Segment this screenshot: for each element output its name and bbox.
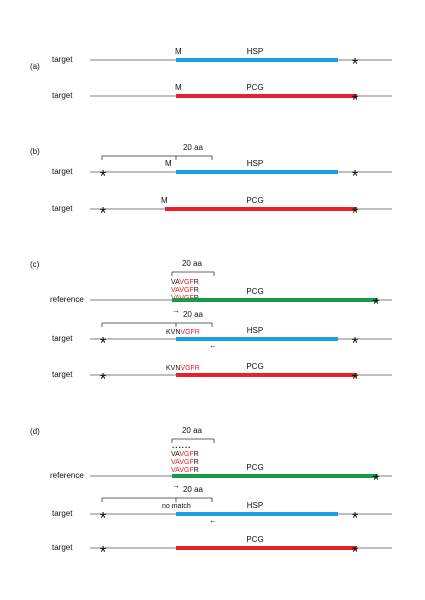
row-label: target [52, 370, 73, 379]
sequence-segment: VA [171, 451, 180, 458]
sequence-segment: VGF [179, 459, 193, 466]
sequence-segment: VA [171, 467, 180, 474]
panel-label: (c) [30, 260, 40, 269]
stop-codon: * [373, 470, 380, 489]
sequence-segment: KVN [166, 329, 180, 336]
gene-name: HSP [247, 326, 263, 335]
motif: KVNVGFR [166, 365, 200, 372]
sequence-segment: VGFR [180, 329, 199, 336]
reference-sequence: VAVGFR [171, 287, 199, 294]
sequence-segment: KVN [166, 365, 180, 372]
sequence-segment: VGF [179, 287, 193, 294]
reference-sequence: VAVGFR [171, 467, 199, 474]
panel-label: (a) [30, 62, 40, 71]
sequence-segment: R [194, 451, 199, 458]
row-label: target [52, 543, 73, 552]
sequence-segment: VA [171, 287, 180, 294]
reference-sequence: VAVGFR [171, 459, 199, 466]
row-label: target [52, 167, 73, 176]
arrow: ← [209, 516, 217, 525]
start-codon: M [161, 196, 168, 205]
sequence-segment: R [194, 459, 199, 466]
sequence-segment: VGF [179, 467, 193, 474]
row-label: target [52, 509, 73, 518]
stop-codon: * [352, 369, 359, 388]
panel-label: (b) [30, 147, 40, 156]
stop-codon: * [352, 166, 359, 185]
scale-label: 20 aa [183, 310, 204, 319]
reference-sequence: VAVGFR [171, 279, 199, 286]
scale-label: 20 aa [183, 143, 204, 152]
gene-name: PCG [246, 362, 263, 371]
arrow: → [172, 481, 180, 490]
sequence-segment: VGFR [180, 365, 199, 372]
row-label: target [52, 55, 73, 64]
stop-codon: * [352, 203, 359, 222]
gene-name: HSP [247, 159, 263, 168]
gene-name: PCG [246, 463, 263, 472]
row-label: reference [50, 471, 84, 480]
sequence-segment: R [194, 467, 199, 474]
sequence-segment: VGF [179, 451, 193, 458]
stop-codon: * [352, 90, 359, 109]
row-label: target [52, 334, 73, 343]
note: no match [162, 503, 191, 510]
upstream-stop: * [100, 542, 107, 561]
row-label: target [52, 204, 73, 213]
motif: KVNVGFR [166, 329, 200, 336]
sequence-segment: VA [171, 459, 180, 466]
gap-dots: ...... [172, 441, 191, 450]
upstream-stop: * [100, 508, 107, 527]
sequence-segment: VA [171, 279, 180, 286]
gene-name: PCG [246, 287, 263, 296]
start-codon: M [165, 159, 172, 168]
row-label: target [52, 91, 73, 100]
stop-codon: * [352, 542, 359, 561]
gene-name: PCG [246, 83, 263, 92]
upstream-stop: * [100, 203, 107, 222]
start-codon: M [175, 83, 182, 92]
stop-codon: * [352, 333, 359, 352]
scale-label: 20 aa [182, 426, 203, 435]
stop-codon: * [352, 508, 359, 527]
upstream-stop: * [100, 369, 107, 388]
panel-label: (d) [30, 427, 40, 436]
stop-codon: * [352, 54, 359, 73]
gene-name: PCG [246, 535, 263, 544]
gene-name: PCG [246, 196, 263, 205]
gene-name: HSP [247, 501, 263, 510]
scale-label: 20 aa [182, 259, 203, 268]
row-label: reference [50, 295, 84, 304]
sequence-segment: VGF [179, 279, 193, 286]
arrow: ← [209, 341, 217, 350]
arrow: → [172, 306, 180, 315]
upstream-stop: * [100, 333, 107, 352]
reference-sequence: VAVGFR [171, 451, 199, 458]
gene-name: HSP [247, 47, 263, 56]
sequence-segment: R [194, 287, 199, 294]
upstream-stop: * [100, 166, 107, 185]
stop-codon: * [373, 294, 380, 313]
scale-label: 20 aa [183, 485, 204, 494]
start-codon: M [175, 47, 182, 56]
sequence-segment: R [194, 279, 199, 286]
